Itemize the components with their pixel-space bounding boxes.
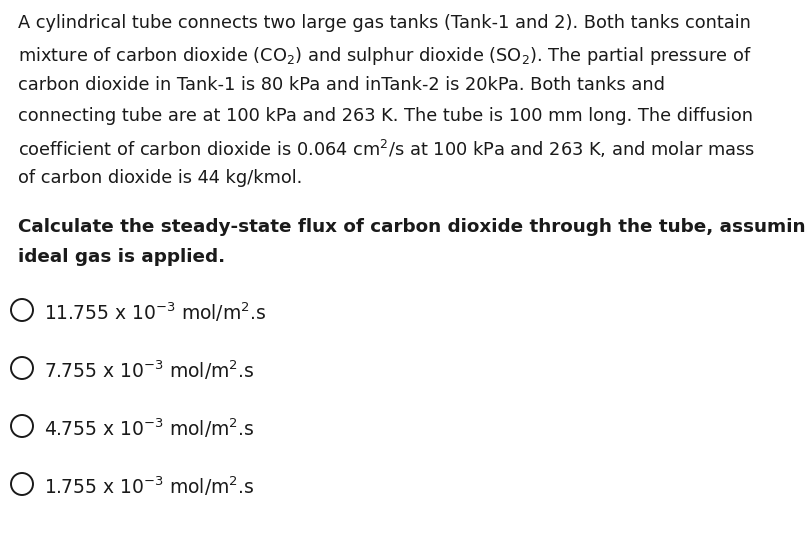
Text: of carbon dioxide is 44 kg/kmol.: of carbon dioxide is 44 kg/kmol.: [18, 169, 302, 187]
Text: ideal gas is applied.: ideal gas is applied.: [18, 248, 225, 266]
Text: A cylindrical tube connects two large gas tanks (Tank-1 and 2). Both tanks conta: A cylindrical tube connects two large ga…: [18, 14, 751, 32]
Text: coefficient of carbon dioxide is 0.064 cm$^{2}$/s at 100 kPa and 263 K, and mola: coefficient of carbon dioxide is 0.064 c…: [18, 138, 755, 160]
Text: 4.755 x 10$^{-3}$ mol/m$^{2}$.s: 4.755 x 10$^{-3}$ mol/m$^{2}$.s: [44, 416, 255, 439]
Text: carbon dioxide in Tank-1 is 80 kPa and in​Tank-2 is 20kPa. Both tanks and: carbon dioxide in Tank-1 is 80 kPa and i…: [18, 76, 665, 94]
Text: 1.755 x 10$^{-3}$ mol/m$^{2}$.s: 1.755 x 10$^{-3}$ mol/m$^{2}$.s: [44, 474, 255, 498]
Text: 7.755 x 10$^{-3}$ mol/m$^{2}$.s: 7.755 x 10$^{-3}$ mol/m$^{2}$.s: [44, 358, 255, 381]
Text: mixture of carbon dioxide (CO$_{2}$) and sulphur dioxide (SO$_{2}$). The partial: mixture of carbon dioxide (CO$_{2}$) and…: [18, 45, 752, 67]
Text: Calculate the steady-state flux of carbon dioxide through the tube, assuming: Calculate the steady-state flux of carbo…: [18, 218, 806, 236]
Text: connecting tube are at 100 kPa and 263 K. The tube is 100 mm long. The diffusion: connecting tube are at 100 kPa and 263 K…: [18, 107, 753, 125]
Text: 11.755 x 10$^{-3}$ mol/m$^{2}$.s: 11.755 x 10$^{-3}$ mol/m$^{2}$.s: [44, 300, 267, 323]
